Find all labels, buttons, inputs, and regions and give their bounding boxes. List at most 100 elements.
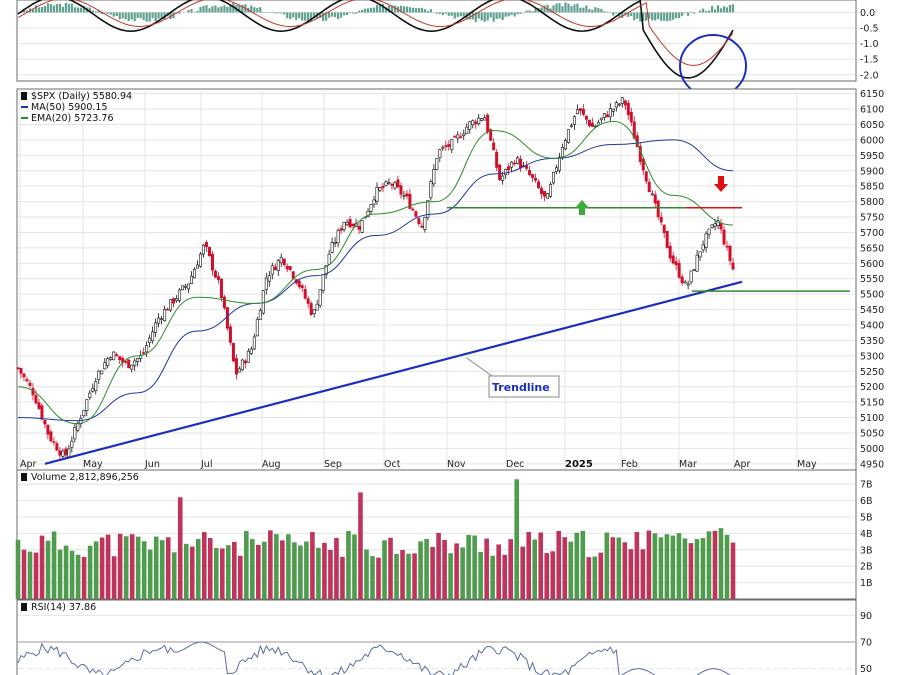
candle-body [701, 244, 705, 251]
candle-body [130, 364, 134, 370]
macd-histogram-bar [136, 12, 139, 18]
candle-body [414, 211, 418, 217]
macd-histogram-bar [492, 12, 495, 22]
macd-histogram-bar [145, 12, 148, 22]
macd-histogram-bar [636, 12, 639, 19]
macd-histogram-bar [286, 12, 289, 19]
volume-bar [57, 549, 63, 599]
ema20-legend-label: EMA(20) 5723.76 [31, 113, 114, 124]
volume-bar [153, 536, 159, 599]
volume-bar [93, 541, 99, 599]
candle-body [653, 194, 657, 204]
macd-histogram-bar [61, 6, 64, 13]
candle-body [402, 195, 406, 197]
macd-histogram-bar [678, 12, 681, 19]
price-y-tick-label: 6000 [860, 135, 884, 146]
candle-body [172, 298, 176, 304]
macd-histogram-bar [681, 12, 684, 16]
candle-body [447, 144, 451, 147]
macd-histogram-bar [698, 10, 702, 13]
candle-body [207, 246, 211, 257]
macd-histogram-bar [585, 5, 588, 13]
candle-body [566, 129, 570, 143]
macd-histogram-bar [339, 12, 343, 18]
price-y-tick-label: 5850 [860, 182, 884, 193]
macd-histogram-bar [456, 12, 459, 17]
price-y-tick-label: 4950 [860, 459, 884, 470]
candle-body [489, 129, 493, 141]
candle-body [728, 245, 732, 261]
candle-body [312, 309, 316, 314]
candle-body [282, 258, 286, 266]
candle-body [73, 427, 77, 440]
price-x-tick-label: Apr [734, 459, 751, 470]
candle-body [124, 361, 128, 363]
candle-body [450, 139, 454, 150]
candle-body [519, 158, 523, 169]
candle-body [336, 230, 340, 244]
macd-histogram-bar [462, 12, 465, 17]
macd-histogram-bar [154, 12, 157, 22]
rsi-y-tick-label: 70 [860, 638, 872, 649]
macd-histogram-bar [100, 12, 103, 15]
candle-body [201, 244, 205, 255]
candle-body [408, 193, 412, 209]
volume-bar [105, 534, 111, 599]
candle-body [459, 136, 463, 139]
candle-body [366, 210, 370, 218]
volume-bar [364, 549, 369, 599]
macd-histogram-bar [435, 12, 438, 14]
macd-histogram-bar [477, 12, 480, 19]
candle-body [453, 136, 457, 138]
candle-body [495, 151, 499, 168]
price-x-tick-label: Sep [324, 459, 342, 470]
macd-histogram-bar [88, 7, 91, 13]
price-x-tick-label: Apr [20, 459, 37, 470]
macd-histogram-bar [669, 12, 672, 21]
candle-body [393, 182, 397, 189]
macd-histogram-bar [722, 6, 726, 13]
spx-legend-label: $SPX (Daily) 5580.94 [31, 91, 132, 102]
candle-body [100, 370, 104, 375]
volume-bar [580, 530, 586, 599]
volume-bar [292, 542, 297, 599]
macd-histogram-bar [540, 7, 543, 13]
candle-body [587, 120, 591, 127]
macd-histogram-bar [414, 8, 417, 13]
macd-histogram-bar [441, 12, 444, 16]
volume-bar [394, 553, 399, 599]
ema20-line [17, 120, 734, 425]
macd-histogram-bar [573, 4, 576, 13]
candle-body [43, 419, 47, 425]
candle-body [698, 251, 702, 258]
candle-body [683, 281, 687, 284]
candle-body [55, 443, 59, 451]
macd-histogram-bar [627, 12, 630, 17]
candle-body [228, 326, 232, 343]
volume-bar [724, 534, 730, 599]
volume-bar [496, 544, 501, 599]
macd-histogram-bar [310, 12, 313, 22]
rsi-y-tick-label: 50 [860, 664, 872, 675]
candle-body [456, 134, 460, 139]
candle-body [318, 289, 322, 306]
volume-bar [165, 537, 171, 599]
macd-histogram-bar [693, 12, 696, 14]
volume-y-tick-label: 7B [860, 480, 873, 491]
macd-y-tick-label: -1.0 [860, 39, 879, 50]
candle-body [243, 360, 247, 364]
volume-bar [730, 542, 736, 599]
price-y-tick-label: 6150 [860, 89, 884, 100]
volume-bar [484, 538, 489, 599]
candle-body [213, 270, 217, 278]
macd-histogram-bar [597, 8, 600, 13]
volume-bar [664, 534, 670, 599]
price-y-tick-label: 5950 [860, 151, 884, 162]
macd-histogram-bar [223, 5, 226, 13]
candle-body [656, 200, 660, 218]
volume-y-tick-label: 5B [860, 513, 873, 524]
candle-body [620, 97, 624, 104]
price-legend: $SPX (Daily) 5580.94 MA(50) 5900.15 EMA(… [21, 91, 132, 124]
candle-body [611, 108, 615, 112]
volume-bar [75, 554, 81, 599]
